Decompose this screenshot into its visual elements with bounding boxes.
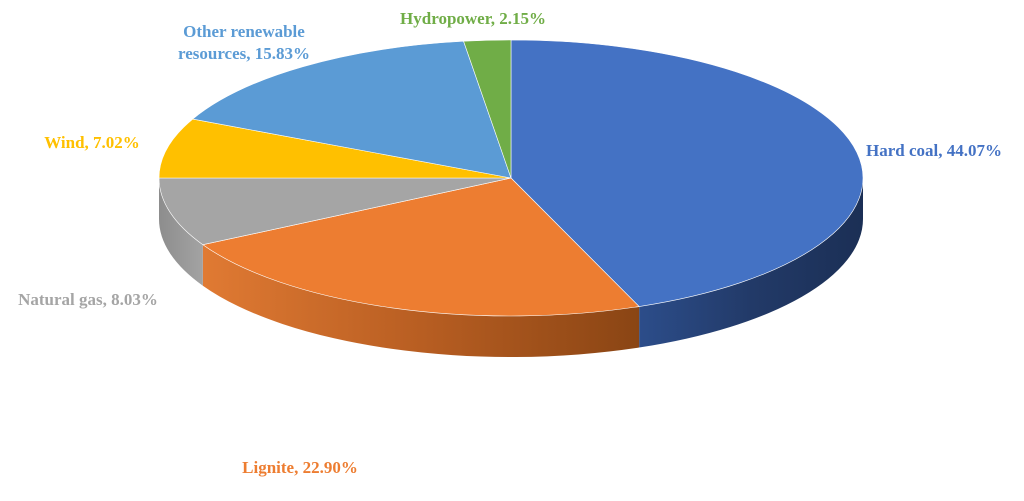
pie-side-lignite bbox=[202, 244, 640, 357]
data-label-hydropower: Hydropower, 2.15% bbox=[400, 9, 546, 28]
pie-slice-wind bbox=[158, 118, 512, 179]
data-labels: Hard coal, 44.07% Lignite, 22.90% Natural … bbox=[18, 9, 1002, 477]
data-label-lignite: Lignite, 22.90% bbox=[242, 458, 358, 477]
data-label-hard-coal: Hard coal, 44.07% bbox=[866, 141, 1002, 160]
pie-side-hard-coal bbox=[639, 178, 863, 348]
pie-side-natural-gas bbox=[159, 178, 203, 286]
pie-tops bbox=[158, 39, 864, 317]
data-label-wind: Wind, 7.02% bbox=[44, 133, 140, 152]
pie-slice-natural-gas bbox=[158, 177, 512, 246]
pie-slice-other-renewable-resources bbox=[192, 40, 512, 179]
data-label-natural-gas: Natural gas, 8.03% bbox=[18, 290, 158, 309]
pie-slice-hydropower bbox=[463, 39, 512, 179]
pie-slice-lignite bbox=[202, 177, 640, 317]
pie-slice-hard-coal bbox=[510, 39, 864, 307]
data-label-other-renewable-resources: Other renewable resources, 15.83% bbox=[178, 22, 310, 63]
pie-sides bbox=[159, 178, 863, 357]
